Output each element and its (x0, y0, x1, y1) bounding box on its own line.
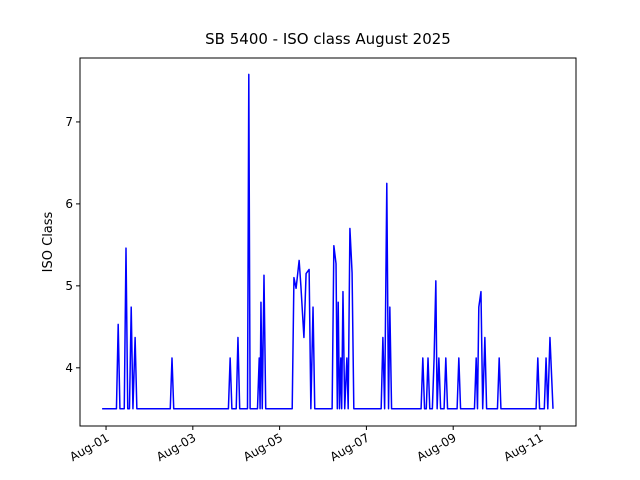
x-tick-label: Aug-07 (328, 430, 372, 464)
y-axis-label: ISO Class (41, 211, 56, 272)
y-tick-label: 4 (65, 361, 73, 375)
plot-frame (79, 57, 577, 427)
chart-title: SB 5400 - ISO class August 2025 (205, 30, 451, 48)
x-tick-label: Aug-09 (414, 430, 458, 464)
x-tick-label: Aug-05 (241, 430, 285, 464)
y-tick-label: 7 (65, 115, 73, 129)
x-tick-label: Aug-01 (67, 430, 111, 464)
x-tick-label: Aug-11 (501, 430, 545, 464)
data-line (102, 73, 554, 410)
x-tick-label: Aug-03 (154, 430, 198, 464)
y-tick-label: 6 (65, 197, 73, 211)
y-tick-label: 5 (65, 279, 73, 293)
